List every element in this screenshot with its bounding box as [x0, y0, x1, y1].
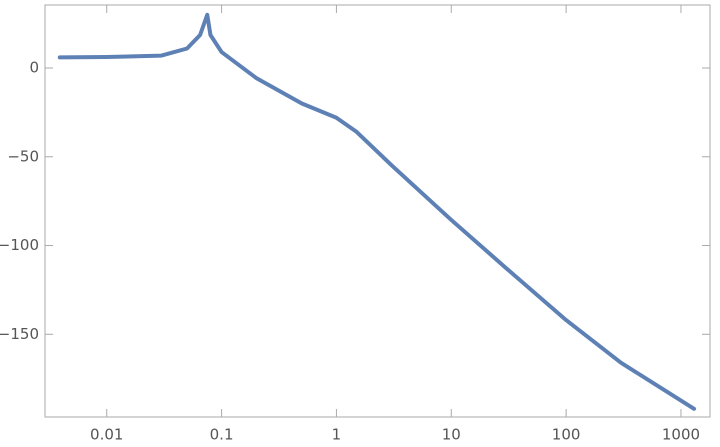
- x-tick-label: 0.1: [210, 426, 234, 444]
- y-tick-label: −50: [7, 147, 39, 165]
- plot-frame: [44, 4, 711, 418]
- x-tick-label: 1000: [662, 426, 700, 444]
- x-tick-label: 0.01: [90, 426, 123, 444]
- y-tick-label: −100: [0, 236, 39, 254]
- x-tick-label: 100: [552, 426, 581, 444]
- x-tick-label: 1: [332, 426, 342, 444]
- x-tick-label: 10: [442, 426, 461, 444]
- y-tick-label: −150: [0, 325, 39, 343]
- line-series: [57, 12, 697, 411]
- y-tick-label: 0: [29, 59, 39, 77]
